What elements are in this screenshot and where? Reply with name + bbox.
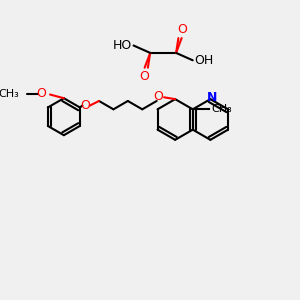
Text: CH₃: CH₃ [211, 104, 232, 114]
Text: O: O [154, 90, 164, 103]
Text: OH: OH [195, 54, 214, 67]
Text: HO: HO [112, 39, 132, 52]
Text: O: O [36, 87, 46, 100]
Text: O: O [178, 23, 188, 36]
Text: CH₃: CH₃ [0, 88, 20, 99]
Text: O: O [139, 70, 149, 83]
Text: N: N [207, 91, 217, 104]
Text: O: O [80, 99, 90, 112]
